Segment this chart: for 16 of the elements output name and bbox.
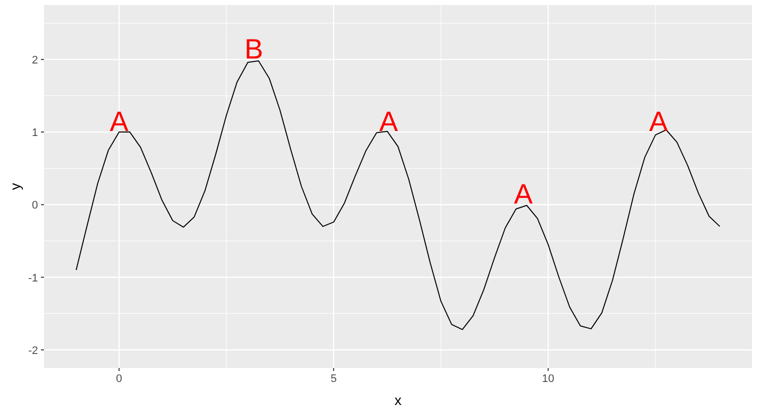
annotation: B — [244, 33, 264, 64]
line-series — [76, 60, 720, 330]
annotation: A — [514, 178, 533, 210]
y-tick-label: 1 — [32, 127, 38, 140]
y-tick-label: 0 — [32, 200, 38, 212]
y-axis-title: y — [7, 183, 23, 190]
x-axis-title: x — [394, 392, 402, 408]
y-tick-label: -1 — [28, 272, 38, 284]
annotation: A — [649, 106, 668, 138]
annotation: A — [379, 106, 398, 138]
y-tick-label: 2 — [32, 54, 38, 66]
x-tick-label: 5 — [330, 373, 337, 385]
y-tick-label: -2 — [28, 344, 38, 357]
x-tick-label: 0 — [116, 373, 122, 385]
annotation: A — [110, 106, 129, 138]
x-tick-label: 10 — [542, 373, 554, 385]
